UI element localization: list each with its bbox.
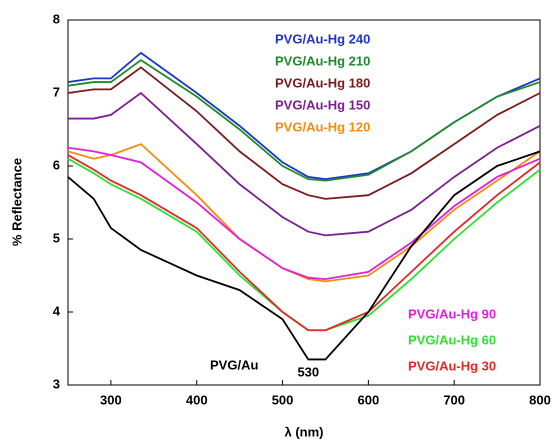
legend-entry: PVG/Au-Hg 210 xyxy=(275,53,370,68)
legend-entry: PVG/Au-Hg 150 xyxy=(275,97,370,112)
y-tick-label: 5 xyxy=(53,230,60,245)
annotation: 530 xyxy=(297,364,319,379)
y-tick-label: 3 xyxy=(53,376,60,391)
series-line xyxy=(67,59,541,182)
x-tick-label: 400 xyxy=(186,392,208,407)
series-line xyxy=(67,66,541,200)
series-line xyxy=(67,143,541,283)
x-tick-label: 500 xyxy=(272,392,294,407)
x-axis-label: λ (nm) xyxy=(285,424,324,439)
plot-frame xyxy=(67,19,541,386)
series-line xyxy=(68,91,541,237)
series-line xyxy=(67,146,541,281)
legend-entry: PVG/Au-Hg 60 xyxy=(408,332,496,347)
y-tick-label: 4 xyxy=(53,303,61,318)
y-axis-label: % Reflectance xyxy=(9,158,24,246)
x-tick-label: 300 xyxy=(100,392,122,407)
series-line xyxy=(67,154,541,332)
legend-entry: PVG/Au xyxy=(210,357,258,372)
x-tick-label: 700 xyxy=(443,392,465,407)
legend-entry: PVG/Au-Hg 90 xyxy=(408,306,496,321)
series-line xyxy=(67,150,541,361)
x-tick-label: 800 xyxy=(529,392,551,407)
series-line xyxy=(67,51,541,181)
y-tick-label: 6 xyxy=(53,157,60,172)
y-tick-label: 7 xyxy=(53,84,60,99)
legend-entry: PVG/Au-Hg 180 xyxy=(275,75,370,90)
legend-entry: PVG/Au-Hg 30 xyxy=(408,358,496,373)
y-tick-label: 8 xyxy=(53,11,60,26)
legend-entry: PVG/Au-Hg 240 xyxy=(275,31,370,46)
x-tick-label: 600 xyxy=(358,392,380,407)
legend-entry: PVG/Au-Hg 120 xyxy=(275,119,370,134)
